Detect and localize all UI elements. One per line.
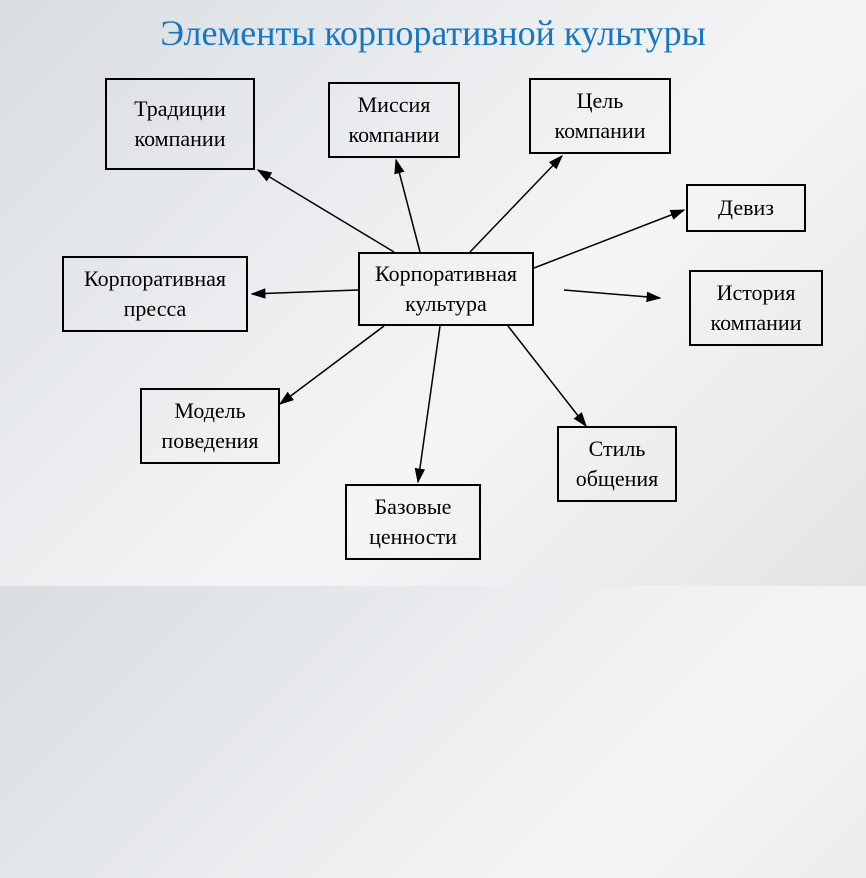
node-center: Корпоративная культура [358,252,534,326]
node-mission: Миссия компании [328,82,460,158]
edge-arrow [564,290,660,298]
node-traditions: Традиции компании [105,78,255,170]
node-history: История компании [689,270,823,346]
node-press: Корпоративная пресса [62,256,248,332]
node-behavior: Модель поведения [140,388,280,464]
edge-arrow [280,326,384,404]
edge-arrow [470,156,562,252]
edge-arrow [508,326,586,426]
page-title: Элементы корпоративной культуры [0,12,866,54]
edge-arrow [534,210,684,268]
edge-arrow [418,326,440,482]
edge-arrow [252,290,358,294]
edge-arrow [258,170,394,252]
edge-arrow [396,160,420,252]
node-motto: Девиз [686,184,806,232]
decorative-stripe [0,0,50,878]
node-style: Стиль общения [557,426,677,502]
node-values: Базовые ценности [345,484,481,560]
node-goal: Цель компании [529,78,671,154]
